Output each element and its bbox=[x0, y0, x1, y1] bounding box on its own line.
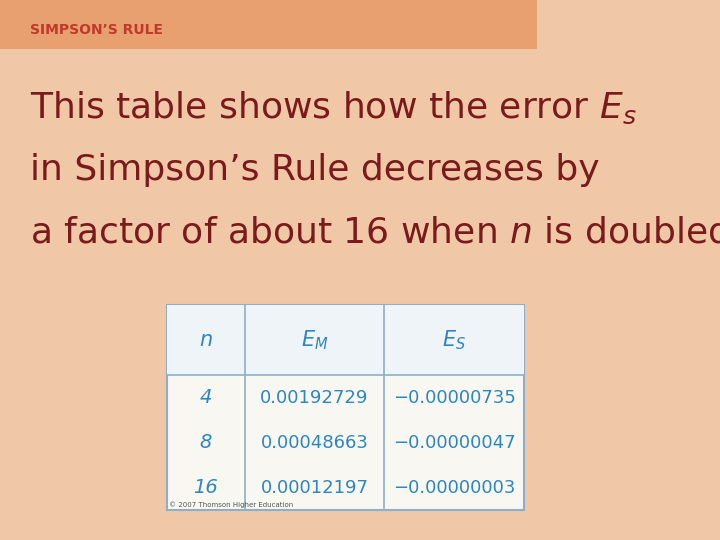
Text: a factor of about 16 when $n$ is doubled.: a factor of about 16 when $n$ is doubled… bbox=[30, 215, 720, 249]
Text: 16: 16 bbox=[193, 478, 218, 497]
Text: −0.00000003: −0.00000003 bbox=[393, 479, 516, 497]
Text: −0.00000735: −0.00000735 bbox=[392, 389, 516, 407]
Text: −0.00000047: −0.00000047 bbox=[393, 434, 516, 452]
Text: $n$: $n$ bbox=[199, 330, 212, 350]
Bar bbox=[0, 0, 537, 49]
Bar bbox=[166, 305, 524, 510]
Text: 0.00012197: 0.00012197 bbox=[261, 479, 369, 497]
Text: 4: 4 bbox=[199, 388, 212, 407]
Text: $E_S$: $E_S$ bbox=[442, 328, 466, 352]
Text: This table shows how the error $E_s$: This table shows how the error $E_s$ bbox=[30, 90, 636, 126]
Text: 0.00048663: 0.00048663 bbox=[261, 434, 369, 452]
Text: in Simpson’s Rule decreases by: in Simpson’s Rule decreases by bbox=[30, 153, 599, 187]
Text: 0.00192729: 0.00192729 bbox=[260, 389, 369, 407]
Text: SIMPSON’S RULE: SIMPSON’S RULE bbox=[30, 23, 163, 37]
Text: 8: 8 bbox=[199, 433, 212, 453]
Bar bbox=[166, 305, 524, 375]
Text: © 2007 Thomson Higher Education: © 2007 Thomson Higher Education bbox=[169, 501, 294, 508]
Text: $E_M$: $E_M$ bbox=[301, 328, 328, 352]
